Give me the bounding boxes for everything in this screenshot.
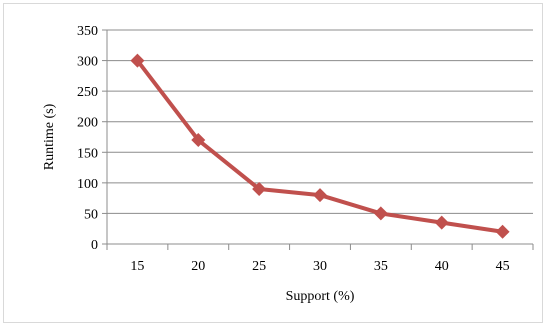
- x-tick-label-25: 25: [252, 259, 266, 274]
- data-point-40: [434, 215, 449, 230]
- x-tick-label-45: 45: [496, 259, 510, 274]
- y-tick-label-200: 200: [77, 116, 98, 131]
- x-tick-label-15: 15: [130, 259, 144, 274]
- y-tick-label-350: 350: [77, 24, 98, 39]
- y-axis-title: Runtime (s): [42, 103, 57, 170]
- x-tick-label-40: 40: [435, 259, 449, 274]
- x-tick-label-20: 20: [191, 259, 205, 274]
- y-tick-label-300: 300: [77, 55, 98, 70]
- y-tick-label-250: 250: [77, 85, 98, 100]
- y-tick-label-150: 150: [77, 146, 98, 161]
- x-tick-label-30: 30: [313, 259, 327, 274]
- chart-frame: [3, 3, 543, 323]
- y-tick-labels: 0 50 100 150 200 250 300 350: [77, 24, 98, 253]
- series-line-0: [135, 58, 505, 234]
- y-tick-label-50: 50: [84, 207, 98, 222]
- series-group: [130, 53, 510, 239]
- data-point-25: [252, 181, 267, 196]
- y-tick-label-0: 0: [91, 238, 98, 253]
- y-tick-label-100: 100: [77, 177, 98, 192]
- data-point-30: [313, 188, 327, 203]
- data-point-45: [495, 224, 510, 239]
- x-tick-labels: 15 20 25 30 35 40 45: [130, 259, 509, 274]
- axes: [102, 29, 534, 250]
- data-point-35: [373, 206, 388, 221]
- gridlines: [107, 29, 533, 214]
- data-point-15: [130, 53, 145, 68]
- x-axis-title: Support (%): [286, 289, 355, 304]
- data-point-20: [191, 133, 206, 148]
- x-tick-label-35: 35: [374, 259, 388, 274]
